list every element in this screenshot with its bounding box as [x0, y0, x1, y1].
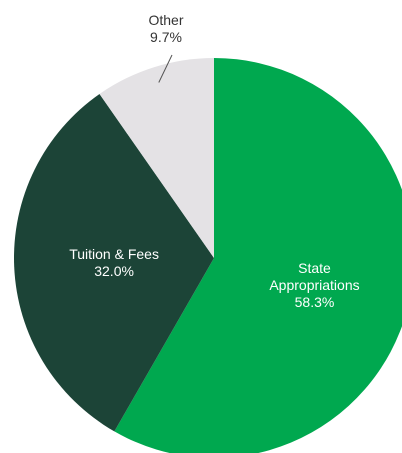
pie-slice-state-appropriations: [114, 58, 402, 453]
slice-name-label: State: [298, 260, 331, 276]
slice-value-label: 32.0%: [94, 263, 134, 279]
slice-value-label: 9.7%: [150, 29, 182, 45]
slice-name-label: Appropriations: [269, 277, 359, 293]
pie-slice-other: [99, 58, 214, 258]
slice-name-label: Tuition & Fees: [69, 246, 159, 262]
pie-slice-tuition-and-fees: [13, 94, 214, 432]
slice-value-label: 58.3%: [295, 294, 335, 310]
pie-slices: [13, 58, 402, 453]
slice-label-other: Other 9.7%: [148, 12, 183, 45]
slice-name-label: Other: [148, 12, 183, 28]
slice-label-tuition-and-fees: Tuition & Fees 32.0%: [69, 246, 159, 279]
pie-labels: State Appropriations 58.3% Tuition & Fees 32…: [69, 12, 359, 310]
other-leader-line: [158, 54, 173, 83]
slice-label-state-appropriations: State Appropriations 58.3%: [269, 260, 359, 310]
